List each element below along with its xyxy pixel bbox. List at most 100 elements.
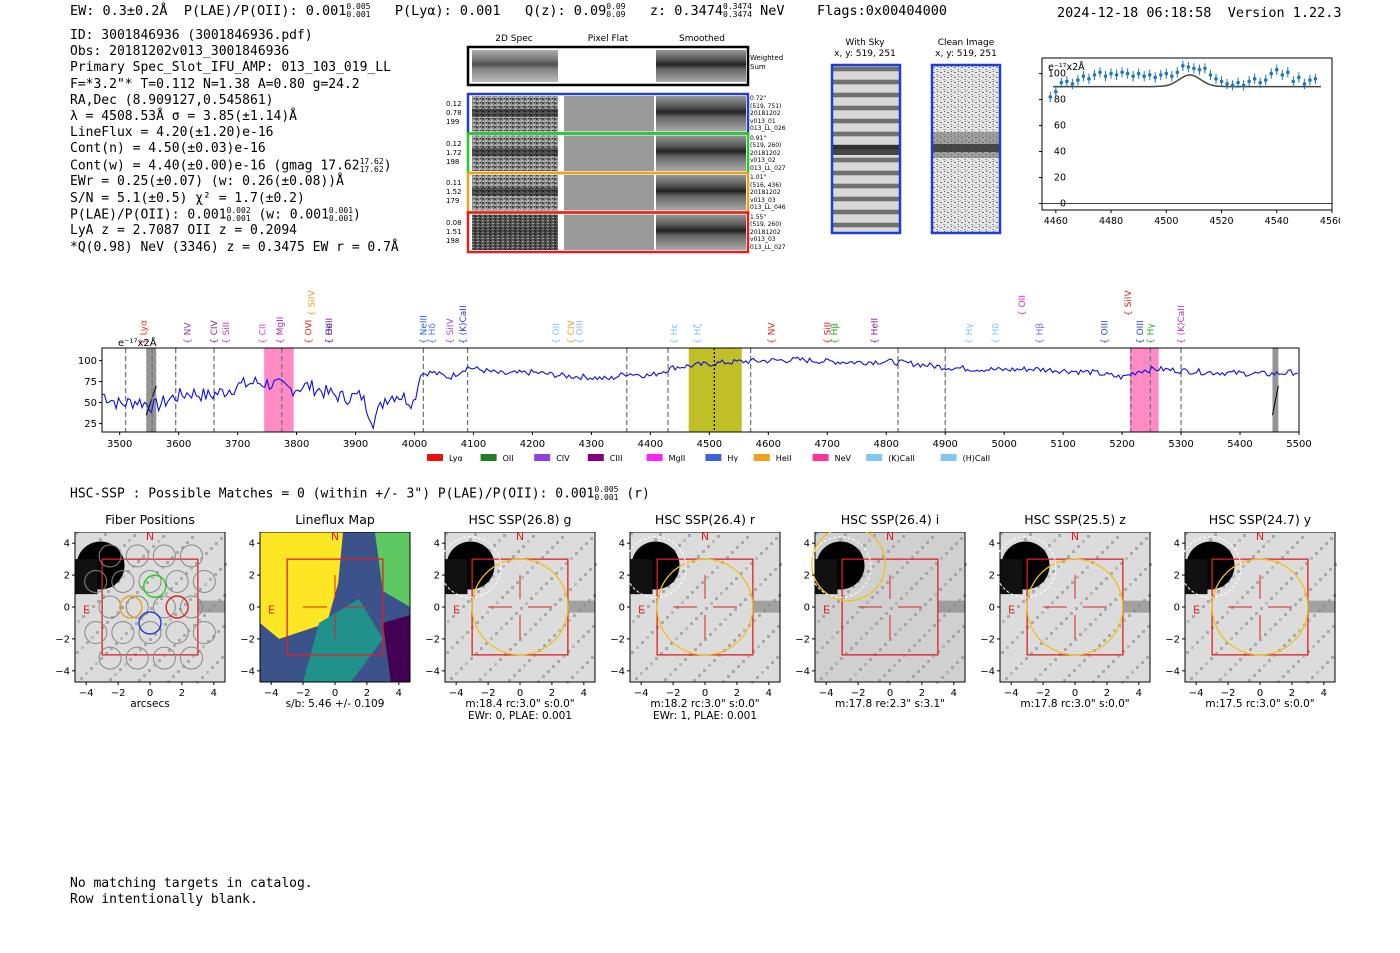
legend-label: CIII: [610, 454, 623, 463]
zoom-ytick-label: 100: [1048, 69, 1066, 80]
zoom-data-point: [1131, 74, 1135, 78]
cutout-aperture-box: [286, 558, 384, 656]
cutout-title: Lineflux Map: [295, 512, 375, 527]
legend-swatch: [940, 454, 957, 461]
zoom-axes-frame: [1041, 57, 1333, 211]
cutout-ytick-label: −4: [425, 666, 440, 677]
cutout-caption: m:18.4 rc:3.0" s:0.0": [465, 698, 575, 710]
zoom-data-point: [1147, 73, 1152, 77]
cutout-title: HSC SSP(24.7) y: [1208, 512, 1312, 527]
spectrum-line-label-text: { SiIV: [446, 318, 456, 344]
spectrum-line-label-text: { Hβ: [1036, 323, 1046, 344]
cutout-ytick-label: 0: [434, 603, 440, 614]
spectrum-line-label-text: { Hδ: [991, 323, 1001, 344]
z-bounds: 0.3474 0.3474: [723, 2, 752, 19]
spectrum-line-label-text: { (K)CaII: [459, 305, 469, 344]
fiber-circle: [152, 646, 176, 670]
spectrum-line-label: { (K)CaII: [459, 305, 469, 344]
zoom-data-point: [1181, 63, 1185, 68]
spectrum-line-label: { Lyα: [139, 320, 149, 344]
legend-swatch: [812, 454, 829, 461]
info-plae: P(LAE)/P(OII): 0.0010.002 0.001 (w: 0.001…: [70, 205, 361, 223]
fiber-circle: [125, 544, 149, 568]
east-label: E: [83, 603, 90, 616]
zoom-data-point: [1197, 67, 1202, 72]
zoom-data-point: [1081, 74, 1086, 78]
spectrum-line-label-text: { NV: [184, 322, 194, 344]
legend-swatch: [705, 454, 722, 461]
cutout-ytick-label: −2: [240, 634, 255, 645]
spectrum-ytick-label: 100: [78, 356, 97, 367]
cutout-ytick-label: −4: [795, 666, 810, 677]
zoom-data-point: [1153, 75, 1158, 80]
spectrum-line-label: { SiIV: [1124, 290, 1134, 316]
fiber-highlight: [165, 595, 189, 619]
legend-label: MgII: [669, 454, 686, 463]
spec2d-row: [466, 132, 750, 175]
spectrum-line-label: { Hβ: [830, 323, 840, 344]
cutout-aperture-box: [101, 558, 199, 656]
cutout-ytick-label: 2: [619, 571, 625, 582]
legend-swatch: [534, 454, 551, 461]
spectrum-xtick-label: 4700: [815, 439, 840, 450]
cutout-ytick-label: 0: [619, 603, 625, 614]
zoom-data-point: [1208, 73, 1213, 77]
zoom-data-point: [1291, 79, 1296, 84]
cutout-ytick-label: 0: [804, 603, 810, 614]
spectrum-line-label-text: { HeII: [325, 318, 335, 344]
spectrum-line-label: { HeII: [325, 318, 335, 344]
info-lineflux: LineFlux = 4.20(±1.20)e-16: [70, 125, 274, 141]
cutout-ytick-label: 2: [1174, 571, 1180, 582]
cutout-xtick-label: 4: [581, 688, 587, 699]
zoom-data-point: [1297, 75, 1301, 80]
spectrum-line-label: { Hδ: [991, 323, 1001, 344]
spectrum-line-label: { SiIV: [307, 290, 317, 316]
legend-swatch: [753, 454, 770, 461]
east-label: E: [1008, 603, 1015, 616]
zoom-data-point: [1186, 65, 1191, 69]
zoom-xtick-label: 4560: [1320, 216, 1340, 227]
spectrum-line-label: { (K)CaII: [1177, 305, 1187, 344]
footer-line-1: No matching targets in catalog.: [70, 876, 313, 891]
legend-swatch: [587, 454, 604, 461]
spectrum-hatch: [1271, 385, 1279, 416]
cutout-xtick-label: 2: [364, 688, 370, 699]
east-label: E: [268, 603, 275, 616]
col-title-2dspec: 2D Spec: [495, 34, 533, 44]
cutout-xtick-label: 4: [951, 688, 957, 699]
fiber-circle: [192, 569, 216, 593]
fiber-circle: [98, 595, 122, 619]
cutout-xtick-label: 0: [517, 688, 523, 699]
spec2d-row-left-label: 0.08 1.51 198: [446, 218, 462, 245]
cutout-xtick-label: 2: [179, 688, 185, 699]
info-q: *Q(0.98) NeV (3346) z = 0.3475 EW r = 0.…: [70, 239, 399, 255]
timestamp: 2024-12-18 06:18:58: [1057, 5, 1212, 21]
cutout-caption: m:18.2 rc:3.0" s:0.0": [650, 698, 760, 710]
spectrum-line-label: { Hε: [670, 324, 680, 344]
legend-swatch: [646, 454, 663, 461]
fiber-circle: [138, 621, 162, 645]
z-line-name: NeV: [760, 3, 785, 19]
spectrum-xtick-label: 4600: [756, 439, 781, 450]
spectrum-xtick-label: 4900: [932, 439, 957, 450]
zoom-xtick-label: 4500: [1154, 216, 1178, 227]
spectrum-ytick-label: 50: [84, 398, 97, 409]
zoom-data-point: [1192, 66, 1196, 71]
with-sky-image: [830, 63, 902, 235]
fiber-circle: [179, 595, 203, 619]
zoom-xtick-label: 4460: [1044, 216, 1068, 227]
spectrum-line-label: { Hζ: [694, 324, 704, 344]
cutout-xtick-label: 0: [887, 688, 893, 699]
zoom-ytick-label: 40: [1054, 147, 1066, 158]
spectrum-line-label: { Hβ: [1036, 323, 1046, 344]
legend-label: (K)CaII: [888, 454, 915, 463]
spectrum-line-label-text: { Hγ: [965, 323, 975, 344]
cutout-ytick-label: 0: [1174, 603, 1180, 614]
north-label: N: [516, 532, 524, 543]
spectrum-line-label-text: { OIII: [576, 320, 586, 344]
cutout-caption: m:17.8 rc:3.0" s:0.0": [1020, 698, 1130, 710]
zoom-ytick-label: 20: [1054, 173, 1066, 184]
cutout-xtick-label: 0: [1257, 688, 1263, 699]
ew-value: EW: 0.3±0.2Å: [70, 3, 168, 19]
cutout-ytick-label: 0: [989, 603, 995, 614]
